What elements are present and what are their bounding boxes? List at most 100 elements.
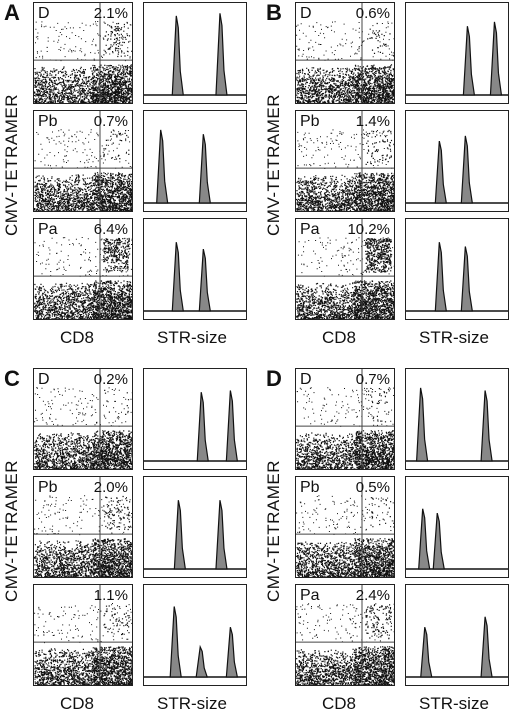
- tetramer-percent: 2.4%: [355, 587, 390, 604]
- str-peak: [215, 13, 228, 96]
- flow-dots: [34, 495, 132, 577]
- flow-dots: [296, 603, 394, 685]
- sample-label: Pb: [38, 479, 58, 496]
- str-peak: [489, 21, 503, 96]
- str-peak: [418, 508, 431, 570]
- str-size-axis-label: STR-size: [157, 328, 227, 347]
- sample-label: Pb: [38, 113, 58, 130]
- flow-dots: [34, 129, 132, 211]
- flow-dots: [296, 21, 394, 103]
- str-chromatogram: [143, 110, 247, 212]
- str-chromatogram: [143, 368, 247, 470]
- tetramer-percent: 6.4%: [93, 221, 128, 238]
- y-axis-label: CMV-TETRAMER: [2, 460, 21, 602]
- flow-dots: [34, 21, 132, 103]
- str-peak: [169, 606, 182, 678]
- str-chromatogram: [405, 218, 509, 320]
- str-peak: [215, 500, 228, 570]
- cd8-axis-label: CD8: [60, 328, 95, 347]
- cd8-axis-label: CD8: [322, 328, 357, 347]
- sample-label: D: [300, 371, 312, 388]
- str-peak: [434, 242, 448, 312]
- tetramer-percent: 0.7%: [355, 371, 390, 388]
- panel-letter: A: [4, 0, 20, 25]
- flow-cytometry-plot: Pa 10.2%: [295, 218, 395, 320]
- tetramer-percent: 1.1%: [93, 587, 128, 604]
- y-axis-label: CMV-TETRAMER: [2, 94, 21, 236]
- flow-dots: [296, 129, 394, 211]
- str-chromatogram: [405, 368, 509, 470]
- flow-cytometry-plot: D 0.7%: [295, 368, 395, 470]
- flow-cytometry-plot: D 0.2%: [33, 368, 133, 470]
- str-size-axis-label: STR-size: [419, 694, 489, 713]
- str-peak: [156, 129, 169, 204]
- tetramer-percent: 2.1%: [93, 5, 128, 22]
- str-chromatogram: [405, 110, 509, 212]
- str-peak: [225, 390, 239, 462]
- tetramer-percent: 0.5%: [355, 479, 390, 496]
- str-peak: [432, 512, 445, 570]
- flow-dots: [34, 387, 132, 469]
- sample-label: D: [300, 5, 312, 22]
- str-peak: [480, 390, 493, 462]
- str-chromatogram: [405, 2, 509, 104]
- tetramer-percent: 1.4%: [355, 113, 390, 130]
- flow-cytometry-plot: 1.1%: [33, 584, 133, 686]
- sample-label: Pb: [300, 479, 320, 496]
- str-chromatogram: [405, 476, 509, 578]
- flow-cytometry-plot: Pb 0.5%: [295, 476, 395, 578]
- str-size-axis-label: STR-size: [419, 328, 489, 347]
- cd8-axis-label: CD8: [60, 694, 95, 713]
- tetramer-percent: 10.2%: [347, 221, 390, 238]
- flow-cytometry-plot: D 0.6%: [295, 2, 395, 104]
- str-peak: [462, 26, 476, 96]
- flow-cytometry-plot: Pb 0.7%: [33, 110, 133, 212]
- str-peak: [195, 644, 209, 678]
- str-peak: [173, 500, 187, 570]
- str-peak: [420, 626, 433, 678]
- y-axis-label: CMV-TETRAMER: [264, 94, 283, 236]
- str-chromatogram: [143, 584, 247, 686]
- str-peak: [460, 246, 474, 312]
- sample-label: D: [38, 371, 50, 388]
- flow-cytometry-plot: Pa 2.4%: [295, 584, 395, 686]
- str-peak: [434, 140, 448, 204]
- flow-cytometry-plot: D 2.1%: [33, 2, 133, 104]
- str-peak: [480, 616, 493, 678]
- str-size-axis-label: STR-size: [157, 694, 227, 713]
- str-peak: [171, 242, 184, 312]
- flow-cytometry-plot: Pb 1.4%: [295, 110, 395, 212]
- sample-label: Pa: [300, 587, 320, 604]
- flow-dots: [34, 237, 132, 319]
- str-peak: [198, 134, 212, 204]
- str-chromatogram: [143, 476, 247, 578]
- flow-cytometry-plot: Pa 6.4%: [33, 218, 133, 320]
- panel-letter: B: [266, 0, 282, 25]
- str-peak: [196, 392, 209, 462]
- flow-dots: [296, 495, 394, 577]
- flow-dots: [296, 237, 394, 319]
- flow-dots: [296, 387, 394, 469]
- cd8-axis-label: CD8: [322, 694, 357, 713]
- str-peak: [225, 626, 239, 678]
- y-axis-label: CMV-TETRAMER: [264, 460, 283, 602]
- tetramer-percent: 0.7%: [93, 113, 128, 130]
- str-peak: [460, 135, 474, 204]
- str-chromatogram: [405, 584, 509, 686]
- str-peak: [198, 248, 212, 312]
- str-peak: [415, 387, 429, 462]
- sample-label: Pa: [38, 221, 58, 238]
- panel-letter: D: [266, 366, 282, 391]
- tetramer-percent: 2.0%: [93, 479, 128, 496]
- tetramer-percent: 0.6%: [355, 5, 390, 22]
- sample-label: D: [38, 5, 50, 22]
- str-chromatogram: [143, 2, 247, 104]
- sample-label: Pa: [300, 221, 320, 238]
- flow-cytometry-plot: Pb 2.0%: [33, 476, 133, 578]
- flow-dots: [34, 603, 132, 685]
- tetramer-percent: 0.2%: [93, 371, 128, 388]
- str-chromatogram: [143, 218, 247, 320]
- str-peak: [171, 15, 184, 96]
- sample-label: Pb: [300, 113, 320, 130]
- panel-letter: C: [4, 366, 20, 391]
